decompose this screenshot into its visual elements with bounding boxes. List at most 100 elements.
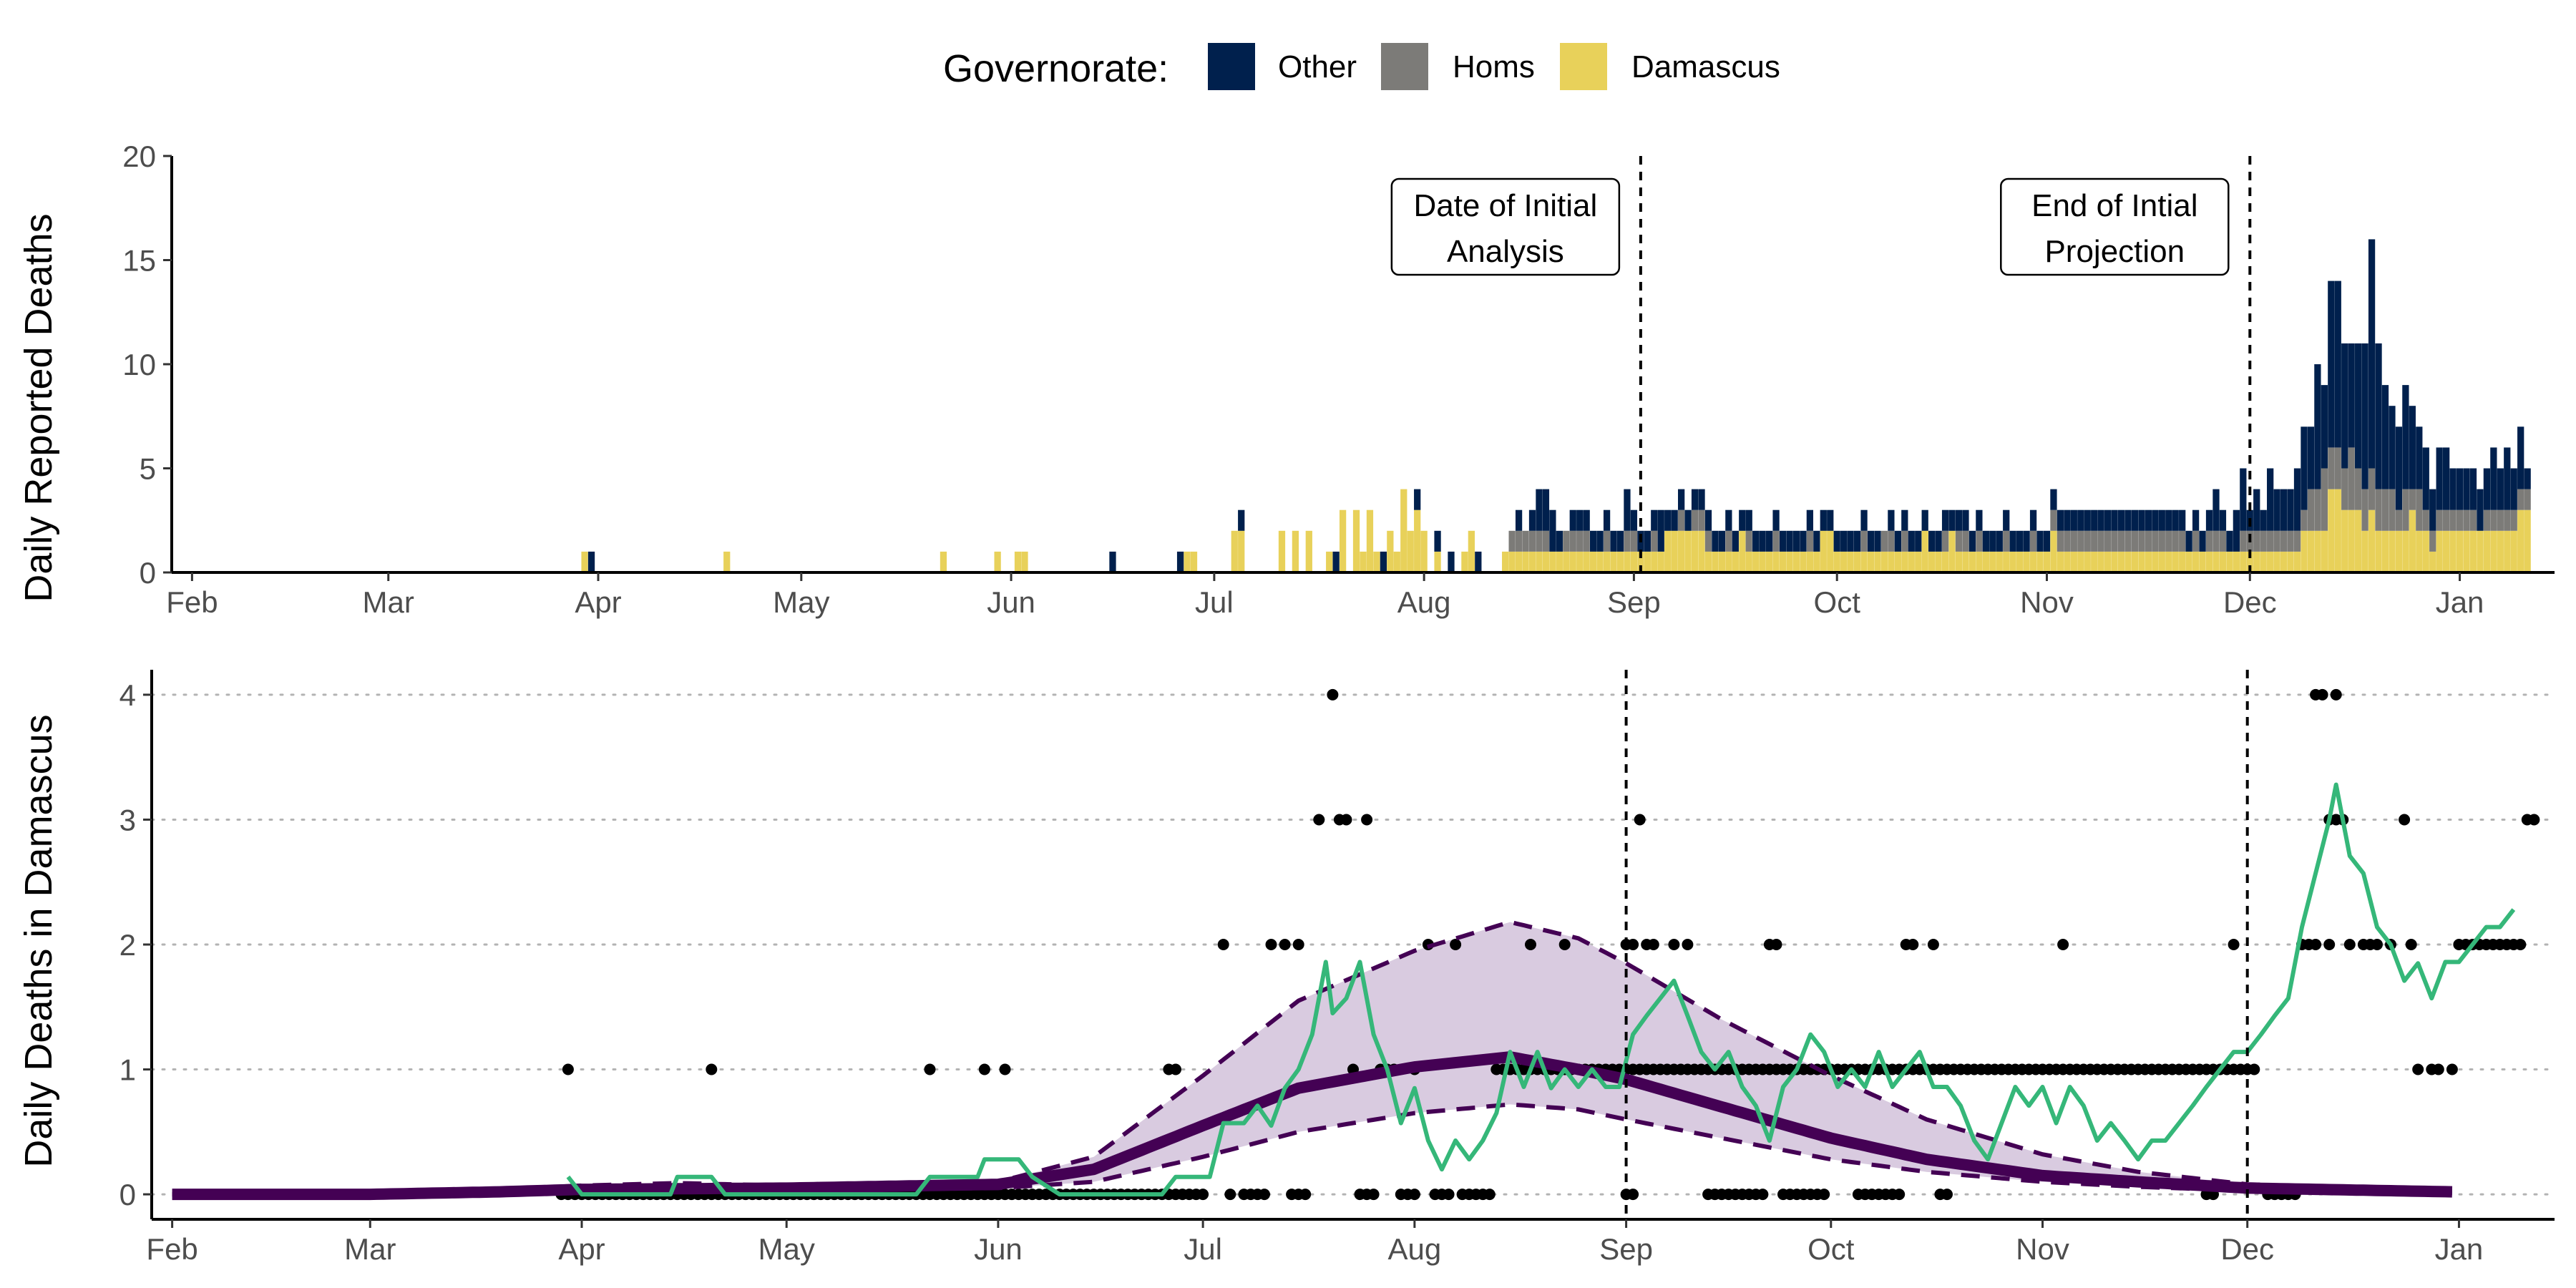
annotation-label: Projection [2044,234,2185,269]
observed-point [1668,939,1680,950]
bar-other [1833,530,1840,552]
bar-other [2307,426,2315,489]
bar-homs [2307,489,2315,531]
bar-other [1610,530,1617,552]
bar-other [2497,468,2504,510]
bar-homs [1704,530,1712,552]
bar-damascus [1542,551,1550,572]
bar-homs [2469,509,2477,531]
bar-other [1813,530,1820,552]
bar-other [2009,530,2016,552]
bar-homs [2510,509,2517,531]
bar-homs [1806,530,1814,552]
bar-damascus [2477,530,2484,572]
observed-point [562,1063,574,1075]
bar-other [2334,280,2341,448]
bar-homs [2124,530,2132,552]
bar-damascus [1739,530,1746,572]
bar-other [1853,530,1861,552]
bar-damascus [1840,551,1848,572]
bar-damascus [1238,530,1245,572]
bar-other [2029,509,2037,531]
projection-lower-line [172,1102,2452,1197]
bar-other [2260,509,2267,531]
bar-other [1955,509,1963,531]
bottom-panel-line-chart: 0 1 2 3 4 Feb Mar Apr May Jun Jul Aug Sep Oct Nov Dec Ja… [17,670,2556,1266]
bar-other [1536,489,1543,531]
bar-damascus [2314,530,2321,572]
bar-homs [2328,447,2335,489]
bar-damascus [1698,530,1705,572]
bar-homs [2449,509,2457,531]
bar-homs [2158,530,2165,552]
top-panel-stacked-bar-chart: Date of Initial Analysis End of Intial Proj… [17,140,2555,619]
x-tick-label: May [773,585,829,619]
bar-damascus [1921,530,1928,572]
bar-damascus [2443,530,2450,572]
bar-other [1772,509,1780,531]
bar-homs [2097,530,2104,552]
bar-homs [2416,489,2423,531]
bar-damascus [2402,530,2409,572]
observed-point [1313,814,1325,826]
bar-homs [2212,530,2220,552]
top-axes: 0 5 10 15 20 Feb Mar Apr May Jun Jul Aug Sep Oct Nov De… [122,140,2555,619]
bar-damascus [1962,551,1969,572]
bar-damascus [2050,530,2057,572]
legend-item-other: Other [1208,43,1357,90]
observed-point [2316,688,2328,701]
legend-item-damascus: Damascus [1560,43,1780,90]
bar-homs [2280,530,2288,552]
observed-point [1634,814,1646,826]
bar-damascus [1184,551,1191,572]
bar-damascus [2267,551,2274,572]
bar-other [2084,509,2091,531]
bar-other [1624,489,1631,531]
bar-damascus [2490,530,2497,572]
bar-homs [1880,530,1888,552]
bar-other [2179,509,2186,531]
bar-other [1800,530,1807,552]
bar-homs [2179,530,2186,552]
bar-damascus [1745,551,1752,572]
bar-other [2293,468,2301,531]
bar-other [1786,530,1793,552]
x-tick-label: Aug [1387,1232,1441,1266]
bar-homs [2402,489,2409,531]
legend: Governorate: Other Homs Damascus [943,43,1780,90]
observed-point [2412,1063,2424,1075]
observed-point [1927,939,1939,950]
bar-other [2314,364,2321,489]
bar-other [2158,509,2165,531]
bar-damascus [2179,551,2186,572]
x-tick-label: Nov [2020,585,2074,619]
bar-homs [2104,530,2112,552]
bar-damascus [2504,530,2511,572]
bar-damascus [1326,551,1333,572]
bar-damascus [2260,551,2267,572]
bar-other [1603,509,1611,531]
bar-damascus [1806,551,1814,572]
bar-damascus [2091,551,2098,572]
bar-other [1651,509,1658,531]
bar-homs [2293,530,2301,552]
bar-other [1238,509,1245,531]
bar-other [2070,509,2077,531]
bar-damascus [2097,551,2104,572]
bar-damascus [1624,551,1631,572]
bar-other [2456,468,2464,510]
bar-damascus [1528,551,1536,572]
bar-other [1840,530,1848,552]
x-tick-label: Feb [166,585,218,619]
bar-homs [2443,509,2450,531]
bar-damascus [1461,551,1468,572]
observed-point [1292,939,1304,950]
observed-point [2330,688,2342,701]
bar-damascus [2436,530,2443,572]
bar-damascus [2517,509,2524,572]
bar-damascus [1948,530,1956,572]
bar-other [2267,468,2274,531]
observed-point [1558,939,1571,950]
legend-item-homs: Homs [1381,43,1535,90]
bar-other [1901,509,1908,531]
